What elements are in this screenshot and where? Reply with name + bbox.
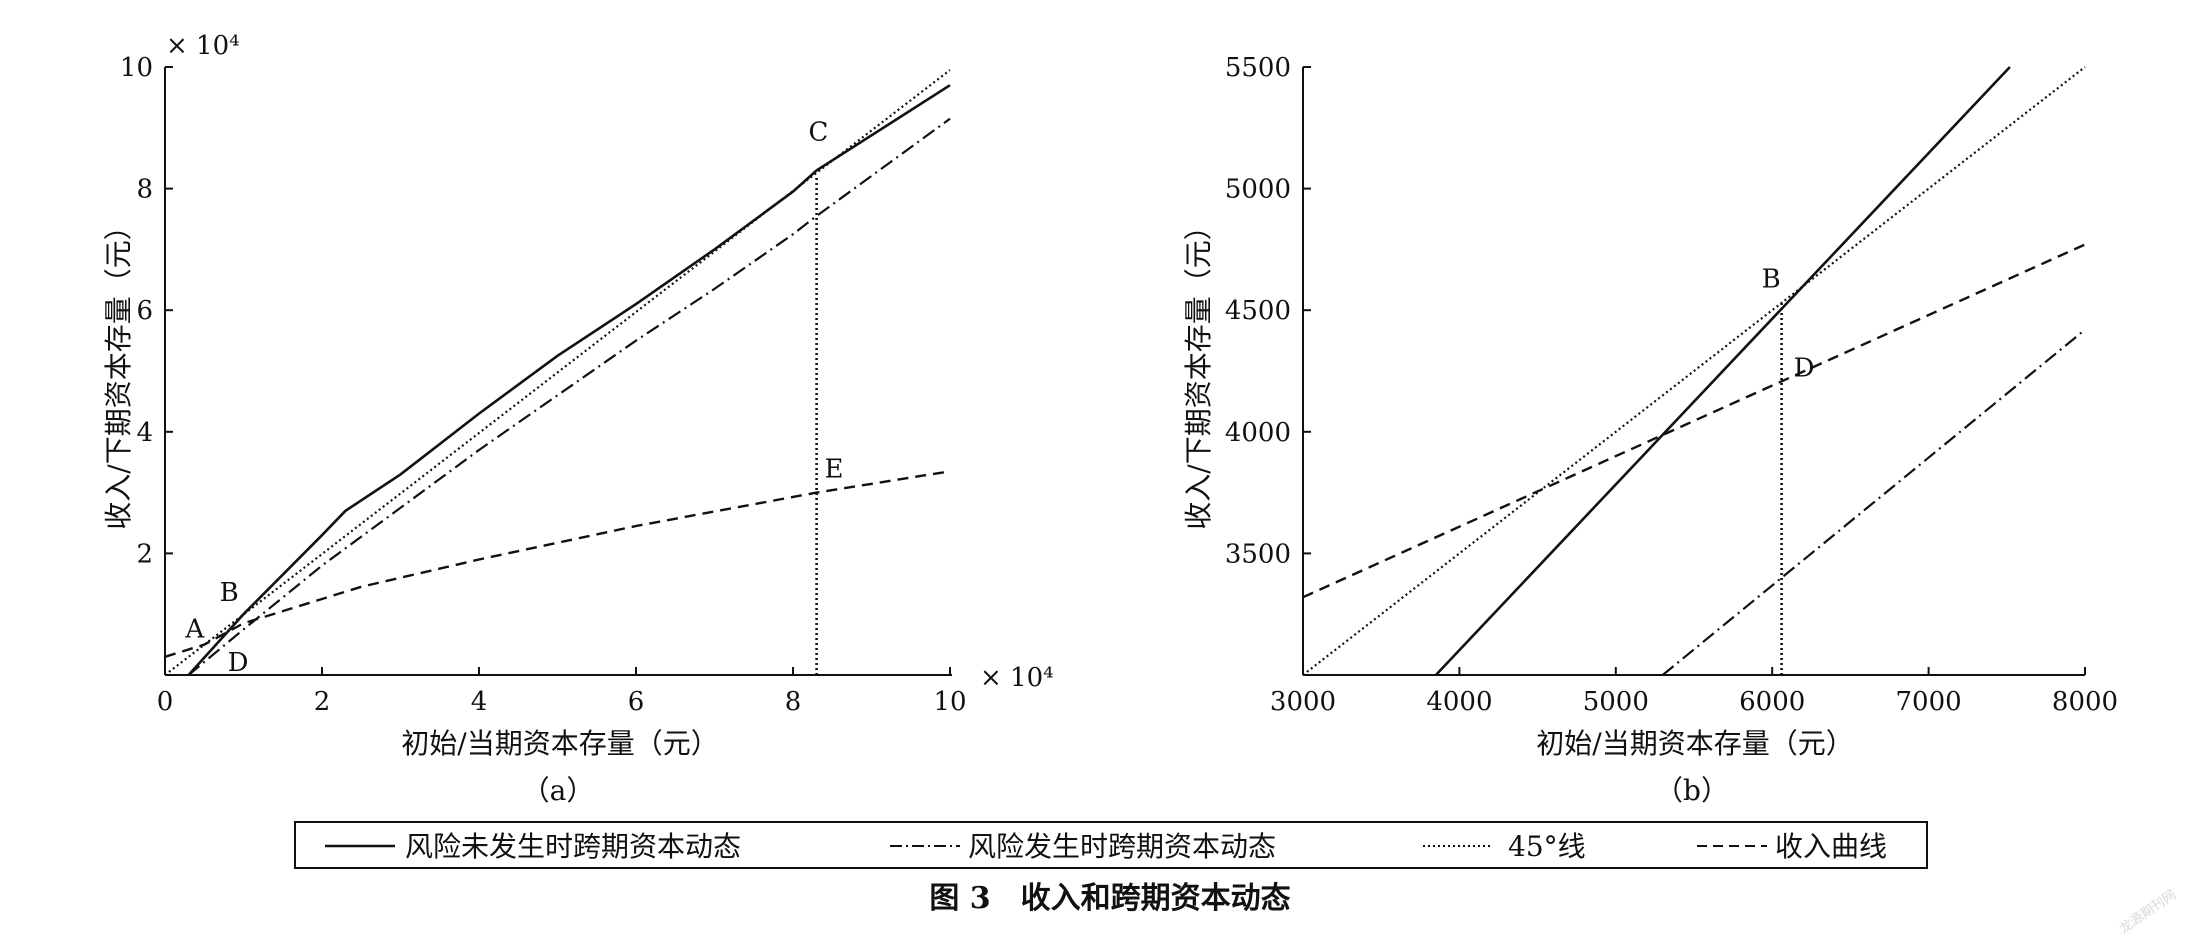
panel-a-x-axis-title: 初始/当期资本存量（元）: [401, 727, 718, 760]
panel-a-x-tick-label: 10: [933, 687, 966, 717]
panel-a-series-dashdot: [187, 117, 951, 676]
panel-a-x-multiplier: × 10⁴: [980, 663, 1054, 693]
legend-label-dotted: 45°线: [1508, 830, 1586, 863]
panel-a-point-label-b: B: [220, 578, 239, 608]
panel-b-y-tick-label: 5000: [1225, 175, 1291, 205]
panel-b-x-tick-label: 4000: [1426, 687, 1492, 717]
panel-a-point-label-a: A: [184, 615, 205, 645]
panel-b-y-tick-label: 3500: [1225, 539, 1291, 569]
panel-a-series-dashed: [164, 470, 951, 658]
panel-a-y-tick-label: 2: [136, 539, 153, 569]
legend-label-dashdot: 风险发生时跨期资本动态: [968, 830, 1276, 863]
panel-a-y-tick-label: 8: [136, 175, 153, 205]
legend: 风险未发生时跨期资本动态 风险发生时跨期资本动态 45°线 收入曲线: [294, 821, 1928, 869]
panel-a-point-label-c: C: [809, 117, 829, 147]
panel-b-x-tick-label: 7000: [1896, 687, 1962, 717]
panel-a-y-tick-label: 10: [120, 53, 153, 83]
panel-a-y-tick-label: 6: [136, 296, 153, 326]
panel-b-x-tick-label: 6000: [1739, 687, 1805, 717]
panel-b-y-tick-label: 4500: [1225, 296, 1291, 326]
watermark: 龙源期刊网: [2117, 887, 2179, 937]
panel-b-series-dashdot: [1662, 328, 2086, 676]
panel-b-series-dashed: [1302, 243, 2086, 599]
panel-a-x-tick-label: 4: [471, 687, 488, 717]
panel-b-label: （b）: [1655, 774, 1729, 807]
panel-a-y-multiplier: × 10⁴: [166, 31, 240, 61]
panel-a-x-tick-label: 0: [157, 687, 174, 717]
legend-box: [294, 821, 1928, 869]
panel-b-x-axis-title: 初始/当期资本存量（元）: [1536, 727, 1853, 760]
panel-a-series-dotted: [164, 69, 951, 676]
panel-a-chart: 0 2 4 6 8 10 2 4 6 8 10 AB C D E × 10⁴ × 10⁴ 初始/当期资本存…: [102, 31, 1054, 807]
panel-b-y-axis-title: 收入/下期资本存量（元）: [1182, 212, 1215, 529]
legend-label-solid: 风险未发生时跨期资本动态: [405, 830, 741, 863]
panel-a-y-axis-title: 收入/下期资本存量（元）: [102, 212, 135, 529]
figure-caption: 图 3 收入和跨期资本动态: [929, 881, 1290, 916]
panel-a-label: （a）: [522, 774, 595, 807]
panel-a-point-label-e: E: [825, 455, 844, 485]
panel-b-x-tick-label: 5000: [1583, 687, 1649, 717]
panel-a-y-tick-label: 4: [136, 418, 153, 448]
panel-b-point-label-b: B: [1762, 264, 1781, 294]
panel-a-x-tick-label: 6: [628, 687, 645, 717]
legend-label-dashed: 收入曲线: [1775, 830, 1887, 863]
panel-b-y-tick-label: 4000: [1225, 418, 1291, 448]
panel-b-series-solid: [1434, 66, 2011, 676]
panel-b-x-tick-label: 8000: [2052, 687, 2118, 717]
panel-a-point-label-d: D: [228, 648, 249, 678]
panel-b-y-tick-label: 5500: [1225, 53, 1291, 83]
panel-b-chart: 3000 4000 5000 6000 7000 8000 3500 4000 4500 5000…: [1182, 53, 2118, 807]
panel-b-series-dotted: [1302, 66, 2086, 676]
panel-a-series-solid: [187, 84, 951, 676]
panel-a-x-tick-label: 2: [314, 687, 331, 717]
panel-a-x-tick-label: 8: [785, 687, 802, 717]
panel-b-point-label-d: D: [1794, 354, 1815, 384]
panel-b-x-tick-label: 3000: [1270, 687, 1336, 717]
